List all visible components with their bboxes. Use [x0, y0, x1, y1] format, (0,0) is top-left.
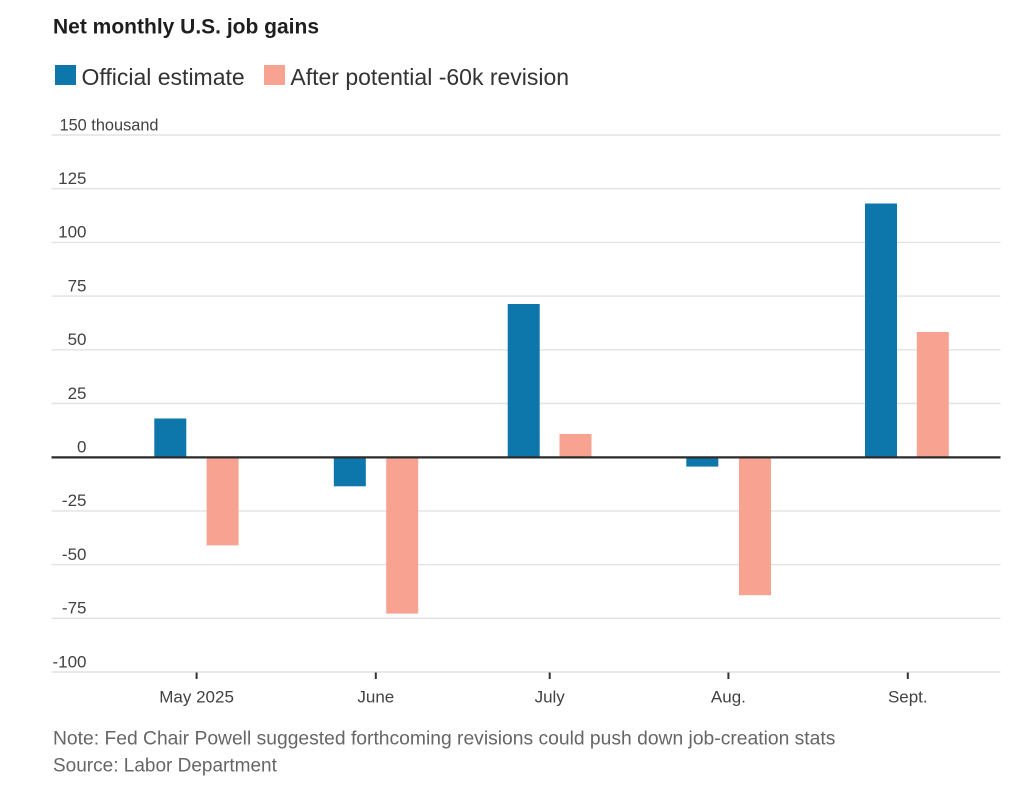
svg-text:June: June [357, 688, 394, 707]
svg-text:May 2025: May 2025 [159, 688, 234, 707]
svg-text:125: 125 [58, 169, 86, 188]
svg-text:Net monthly U.S. job gains: Net monthly U.S. job gains [53, 16, 319, 39]
svg-text:Official estimate: Official estimate [82, 64, 245, 90]
svg-text:-25: -25 [62, 491, 87, 510]
svg-text:Note: Fed Chair Powell suggest: Note: Fed Chair Powell suggested forthco… [53, 729, 835, 750]
svg-text:July: July [535, 688, 566, 707]
svg-text:Source: Labor Department: Source: Labor Department [53, 755, 278, 776]
svg-text:100: 100 [58, 223, 86, 242]
svg-text:Sept.: Sept. [888, 688, 928, 707]
svg-text:75: 75 [68, 276, 87, 295]
svg-text:50: 50 [68, 330, 87, 349]
svg-text:150 thousand: 150 thousand [60, 115, 159, 134]
svg-text:0: 0 [77, 438, 86, 457]
svg-text:Aug.: Aug. [711, 688, 746, 707]
svg-text:25: 25 [68, 384, 87, 403]
svg-text:-50: -50 [62, 545, 87, 564]
svg-text:-75: -75 [62, 599, 87, 618]
svg-text:After potential -60k revision: After potential -60k revision [290, 64, 569, 90]
svg-text:-100: -100 [52, 652, 86, 671]
